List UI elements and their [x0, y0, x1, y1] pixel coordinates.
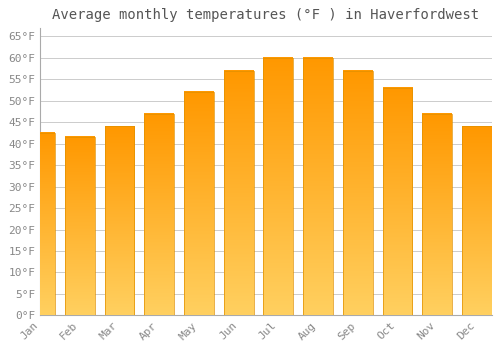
Bar: [65, 137, 95, 315]
Bar: [184, 92, 214, 315]
Bar: [144, 113, 174, 315]
Bar: [264, 58, 293, 315]
Title: Average monthly temperatures (°F ) in Haverfordwest: Average monthly temperatures (°F ) in Ha…: [52, 8, 480, 22]
Bar: [224, 71, 254, 315]
Bar: [343, 71, 372, 315]
Bar: [303, 58, 333, 315]
Bar: [184, 92, 214, 315]
Bar: [382, 88, 412, 315]
Bar: [422, 113, 452, 315]
Bar: [104, 126, 134, 315]
Bar: [303, 58, 333, 315]
Bar: [26, 133, 55, 315]
Bar: [462, 126, 492, 315]
Bar: [26, 133, 55, 315]
Bar: [264, 58, 293, 315]
Bar: [343, 71, 372, 315]
Bar: [462, 126, 492, 315]
Bar: [224, 71, 254, 315]
Bar: [144, 113, 174, 315]
Bar: [382, 88, 412, 315]
Bar: [65, 137, 95, 315]
Bar: [422, 113, 452, 315]
Bar: [104, 126, 134, 315]
